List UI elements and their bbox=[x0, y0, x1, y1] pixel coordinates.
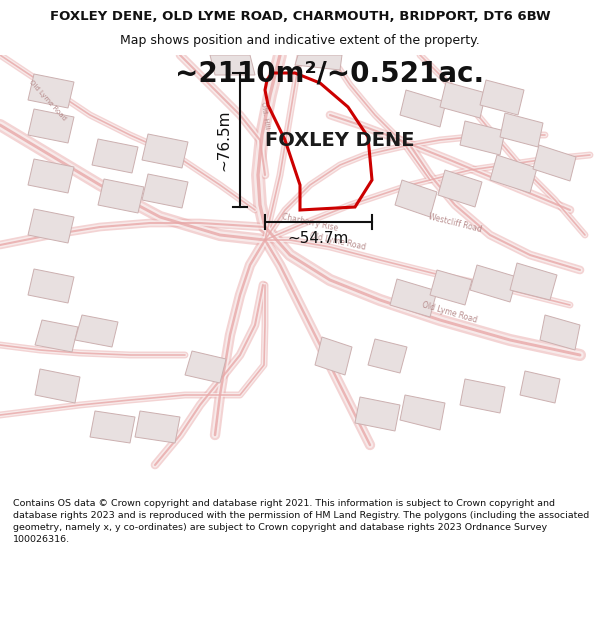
Polygon shape bbox=[460, 121, 505, 155]
Polygon shape bbox=[355, 397, 400, 431]
Text: Old Lyme Road: Old Lyme Road bbox=[309, 232, 367, 253]
Polygon shape bbox=[210, 55, 255, 75]
Polygon shape bbox=[28, 209, 74, 243]
Polygon shape bbox=[28, 269, 74, 303]
Polygon shape bbox=[28, 109, 74, 143]
Polygon shape bbox=[540, 315, 580, 350]
Polygon shape bbox=[480, 80, 524, 115]
Text: FOXLEY DENE, OLD LYME ROAD, CHARMOUTH, BRIDPORT, DT6 6BW: FOXLEY DENE, OLD LYME ROAD, CHARMOUTH, B… bbox=[50, 10, 550, 23]
Text: ~2110m²/~0.521ac.: ~2110m²/~0.521ac. bbox=[175, 60, 485, 88]
Text: Contains OS data © Crown copyright and database right 2021. This information is : Contains OS data © Crown copyright and d… bbox=[13, 499, 589, 544]
Polygon shape bbox=[390, 279, 437, 317]
Polygon shape bbox=[500, 113, 543, 147]
Text: FOXLEY DENE: FOXLEY DENE bbox=[265, 131, 415, 149]
Polygon shape bbox=[35, 320, 78, 352]
Polygon shape bbox=[135, 411, 180, 443]
Polygon shape bbox=[28, 159, 74, 193]
Text: ~76.5m: ~76.5m bbox=[216, 109, 231, 171]
Text: Westcliff Road: Westcliff Road bbox=[427, 212, 482, 234]
Polygon shape bbox=[533, 145, 576, 181]
Polygon shape bbox=[400, 395, 445, 430]
Polygon shape bbox=[368, 339, 407, 373]
Text: Map shows position and indicative extent of the property.: Map shows position and indicative extent… bbox=[120, 34, 480, 47]
Polygon shape bbox=[75, 315, 118, 347]
Polygon shape bbox=[470, 265, 517, 302]
Polygon shape bbox=[395, 180, 437, 217]
Text: Old Lyme Road: Old Lyme Road bbox=[28, 79, 68, 121]
Text: Charberry Rise: Charberry Rise bbox=[281, 213, 339, 233]
Polygon shape bbox=[98, 179, 144, 213]
Text: ~54.7m: ~54.7m bbox=[288, 231, 349, 246]
Polygon shape bbox=[35, 369, 80, 403]
Polygon shape bbox=[295, 55, 342, 70]
Polygon shape bbox=[142, 134, 188, 168]
Polygon shape bbox=[440, 82, 486, 118]
Polygon shape bbox=[90, 411, 135, 443]
Polygon shape bbox=[460, 379, 505, 413]
Polygon shape bbox=[28, 74, 74, 108]
Polygon shape bbox=[520, 371, 560, 403]
Text: Old Lyme Road: Old Lyme Road bbox=[421, 301, 479, 325]
Polygon shape bbox=[142, 174, 188, 208]
Polygon shape bbox=[400, 90, 446, 127]
Polygon shape bbox=[430, 270, 472, 305]
Polygon shape bbox=[92, 139, 138, 173]
Polygon shape bbox=[185, 351, 226, 383]
Polygon shape bbox=[438, 170, 482, 207]
Polygon shape bbox=[510, 263, 557, 300]
Polygon shape bbox=[315, 337, 352, 375]
Text: Old. Hill: Old. Hill bbox=[260, 101, 270, 129]
Polygon shape bbox=[490, 155, 537, 193]
